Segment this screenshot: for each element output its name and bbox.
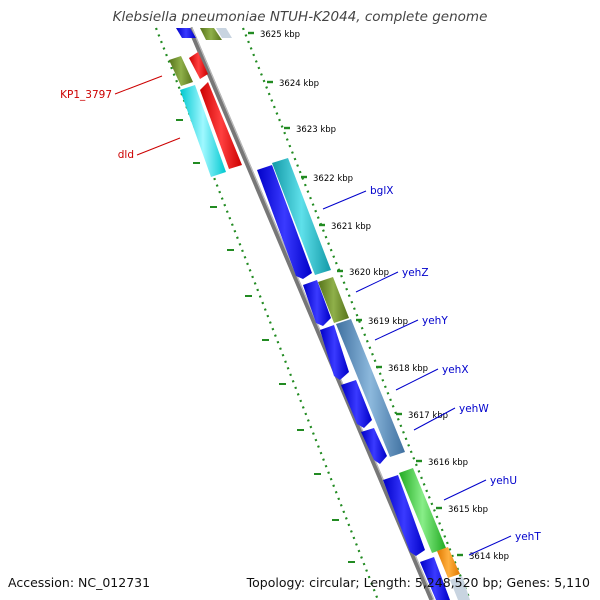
kbp-label: 3625 kbp xyxy=(260,30,300,40)
gene-leader-line xyxy=(355,271,399,293)
bglx-feature xyxy=(272,158,331,275)
gene-label: dld xyxy=(118,149,134,161)
inner-dotted-track xyxy=(241,27,472,600)
top-blue-feature xyxy=(176,28,196,38)
gene-leader-line xyxy=(468,535,512,556)
top-olive-feature xyxy=(200,28,222,40)
gene-label: yehZ xyxy=(402,267,429,279)
blue-cds-5 xyxy=(361,428,387,464)
genome-backbone xyxy=(187,27,435,600)
gene-label: yehT xyxy=(515,531,541,543)
gene-leader-line xyxy=(114,75,163,95)
kbp-label: 3621 kbp xyxy=(331,222,371,232)
gene-label: yehX xyxy=(442,364,469,376)
kbp-label: 3616 kbp xyxy=(428,458,468,468)
outer-dotted-track xyxy=(154,27,380,600)
gene-label: KP1_3797 xyxy=(60,89,112,101)
accession-text: Accession: NC_012731 xyxy=(8,575,151,590)
kp1-3797-feature xyxy=(169,56,193,86)
red-arrow-upper xyxy=(189,52,208,79)
gene-label: yehY xyxy=(422,315,448,327)
topology-text: Topology: circular; Length: 5,248,520 bp… xyxy=(246,575,590,590)
yehy-yehw-feature xyxy=(336,319,405,457)
kbp-label: 3624 kbp xyxy=(279,79,319,89)
gene-leader-line xyxy=(322,190,367,210)
gene-label: yehU xyxy=(490,475,517,487)
blue-cds-3 xyxy=(320,325,349,380)
kbp-label: 3619 kbp xyxy=(368,317,408,327)
top-steel-feature xyxy=(216,28,232,38)
map-title: Klebsiella pneumoniae NTUH-K2044, comple… xyxy=(112,9,488,25)
kbp-label: 3617 kbp xyxy=(408,411,448,421)
kbp-label: 3623 kbp xyxy=(296,125,336,135)
kbp-label: 3618 kbp xyxy=(388,364,428,374)
kbp-label: 3620 kbp xyxy=(349,268,389,278)
blue-cds-4 xyxy=(341,380,372,428)
blue-cds-2 xyxy=(303,280,331,326)
gene-label: bglX xyxy=(370,185,393,197)
kbp-label: 3615 kbp xyxy=(448,505,488,515)
kbp-tick-marks xyxy=(176,31,463,563)
gene-leader-line xyxy=(136,137,181,156)
bottom-steel-feature xyxy=(450,576,470,600)
kbp-label: 3622 kbp xyxy=(313,174,353,184)
dld-feature xyxy=(180,85,226,177)
blue-cds-7 xyxy=(420,557,450,600)
blue-cds-1 xyxy=(257,165,312,279)
yehz-feature xyxy=(318,277,349,323)
gene-label: yehW xyxy=(459,403,489,415)
gene-leader-line xyxy=(443,479,487,501)
kbp-label: 3614 kbp xyxy=(469,552,509,562)
gene-leader-line xyxy=(413,407,456,431)
yeht-feature xyxy=(437,547,460,578)
gene-leader-line xyxy=(395,368,439,391)
gene-leader-line xyxy=(374,319,419,341)
kbp-label-group: 3625 kbp 3624 kbp 3623 kbp 3622 kbp 3621 kbp… xyxy=(260,30,509,562)
red-arrow-lower xyxy=(200,82,242,169)
blue-cds-6 xyxy=(383,475,425,556)
yehu-feature xyxy=(399,468,446,553)
gene-label-group-right: bglX yehZ yehY yehX yehW yehU yehT xyxy=(322,185,541,556)
